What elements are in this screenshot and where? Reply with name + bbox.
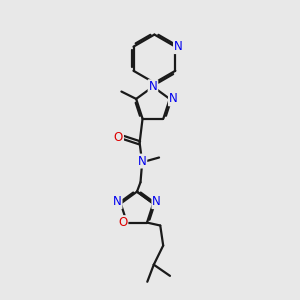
Text: N: N xyxy=(138,154,146,168)
Text: N: N xyxy=(113,195,122,208)
Text: N: N xyxy=(148,80,157,93)
Text: N: N xyxy=(152,195,161,208)
Text: N: N xyxy=(174,40,183,53)
Text: O: O xyxy=(118,216,128,229)
Text: N: N xyxy=(169,92,178,105)
Text: O: O xyxy=(114,131,123,144)
